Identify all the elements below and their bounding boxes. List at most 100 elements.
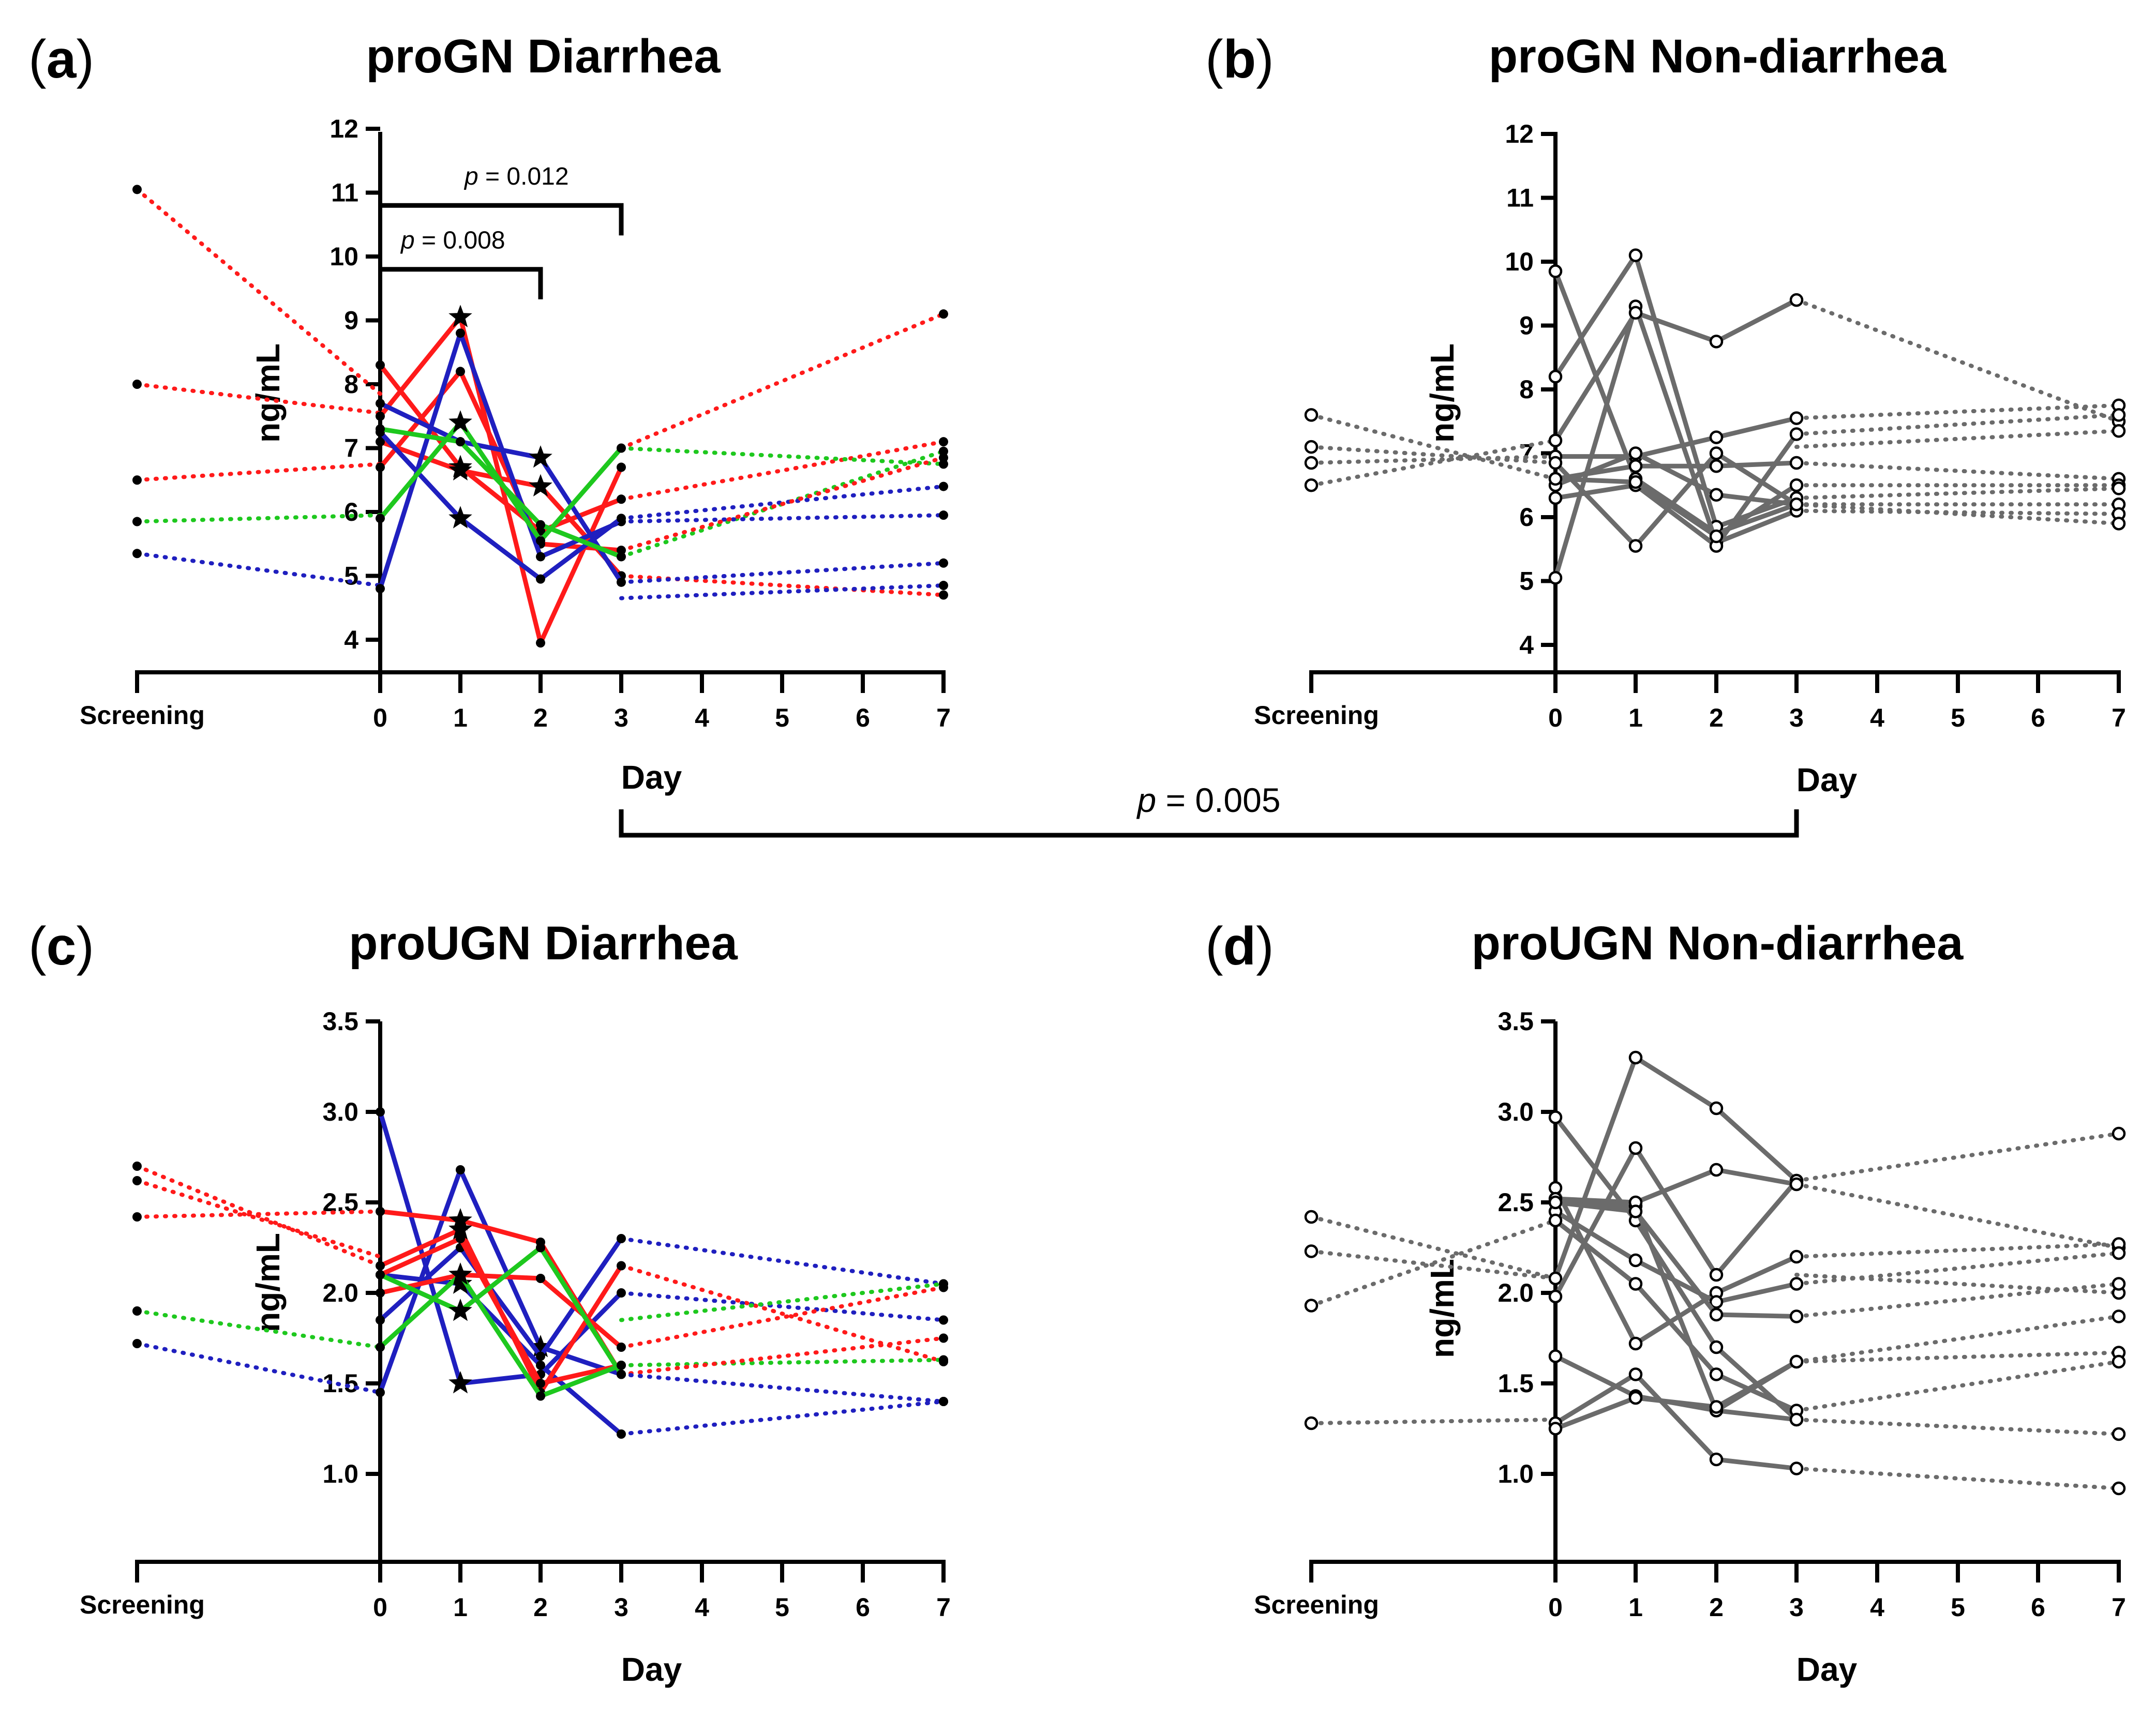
x-tick-label-screening: Screening: [1254, 701, 1379, 730]
chart-title: proGN Non-diarrhea: [1489, 30, 1947, 83]
data-point: [2112, 408, 2126, 422]
star-marker: [448, 458, 472, 481]
chart-panel-0: (a) proGN Diarrhea456789101112ng/mLScreen…: [28, 29, 951, 796]
star-marker: [448, 1371, 472, 1394]
data-point: [376, 1107, 385, 1117]
y-tick-label: 3.5: [322, 1007, 358, 1036]
data-point: [1548, 1349, 1563, 1363]
data-point: [1304, 478, 1319, 492]
dotted-series-line: [619, 583, 946, 600]
data-point: [1709, 430, 1724, 444]
dotted-series-line: [619, 1358, 946, 1367]
data-point: [1709, 1295, 1724, 1309]
data-point: [617, 1288, 626, 1298]
data-point: [1628, 1253, 1643, 1268]
y-tick-label: 6: [1519, 503, 1534, 532]
data-point: [1709, 1163, 1724, 1177]
series-line: [379, 1245, 623, 1376]
data-point: [1628, 1336, 1643, 1351]
series-line: [1555, 432, 1799, 549]
series-line: [1555, 460, 1797, 481]
data-point: [1789, 293, 1804, 307]
x-tick-label: 4: [695, 703, 709, 732]
y-tick-label: 1.0: [1498, 1459, 1534, 1488]
dotted-series-line: [619, 440, 946, 502]
data-point: [617, 514, 626, 523]
panel-label: (a): [28, 29, 94, 89]
dotted-series-line: [1309, 445, 1558, 465]
y-tick-label: 12: [330, 114, 358, 143]
y-axis-label: ng/mL: [1424, 343, 1461, 443]
data-point: [1548, 571, 1563, 585]
series-line: [378, 430, 623, 582]
data-point: [939, 446, 948, 456]
dotted-series-line: [1309, 1218, 1558, 1308]
data-point: [2112, 1277, 2126, 1291]
x-tick-label: 6: [856, 1593, 870, 1622]
y-tick-label: 9: [344, 306, 358, 335]
dotted-series-line: [1794, 429, 2121, 449]
star-marker: [529, 445, 552, 468]
dotted-series-line: [1794, 413, 2121, 436]
data-point: [1789, 427, 1804, 441]
chart-panel-1: (b) proGN Non-diarrhea456789101112ng/mLSc…: [1205, 29, 2126, 798]
data-point: [376, 1343, 385, 1352]
y-tick-label: 12: [1505, 119, 1534, 148]
data-point: [2112, 1481, 2126, 1496]
data-point: [536, 1243, 545, 1253]
data-point: [456, 1234, 465, 1243]
data-point: [939, 1315, 948, 1325]
data-point: [2112, 1246, 2126, 1260]
y-tick-label: 4: [1519, 630, 1534, 659]
series-line: [1553, 1146, 1799, 1298]
x-tick-label: 5: [775, 1593, 789, 1622]
x-tick-label: 4: [1870, 1593, 1884, 1622]
dotted-series-line: [619, 1336, 946, 1377]
y-tick-label: 2.0: [1498, 1278, 1534, 1307]
data-point: [1628, 1141, 1643, 1155]
data-point: [1709, 1101, 1724, 1116]
data-point: [617, 546, 626, 555]
y-tick-label: 10: [1505, 247, 1534, 276]
significance-bracket: [380, 267, 543, 299]
y-tick-label: 6: [344, 498, 358, 526]
data-point: [1628, 1367, 1643, 1381]
dotted-series-line: [1794, 486, 2121, 500]
data-point: [456, 328, 465, 338]
data-point: [1709, 1400, 1724, 1414]
x-tick-label: 1: [453, 1593, 468, 1622]
x-tick-label: 3: [614, 703, 628, 732]
data-point: [2112, 1354, 2126, 1369]
data-point: [617, 1429, 626, 1439]
data-point: [1709, 446, 1724, 460]
x-axis-label: Day: [1796, 1651, 1858, 1688]
data-point: [1548, 1271, 1563, 1286]
data-point: [1548, 370, 1563, 384]
data-point: [456, 1165, 465, 1174]
data-point: [1709, 1452, 1724, 1467]
data-point: [2112, 517, 2126, 531]
series-line: [1553, 1186, 1798, 1346]
x-axis-label: Day: [1796, 761, 1858, 798]
data-point: [2112, 1126, 2126, 1141]
data-point: [617, 462, 626, 472]
data-point: [1304, 1210, 1319, 1224]
y-tick-label: 11: [331, 178, 358, 207]
y-tick-label: 2.5: [1498, 1188, 1534, 1217]
data-point: [1628, 306, 1643, 320]
star-marker: [448, 410, 472, 433]
data-point: [376, 584, 385, 594]
data-point: [536, 1274, 545, 1283]
series-line: [1555, 1167, 1797, 1205]
data-point: [1628, 248, 1643, 262]
x-tick-label-screening: Screening: [80, 1590, 205, 1619]
x-tick-label: 6: [2031, 703, 2045, 732]
x-tick-label: 5: [1951, 1593, 1965, 1622]
data-point: [132, 380, 142, 389]
x-tick-label: 0: [1548, 703, 1563, 732]
x-tick-label: 3: [1789, 703, 1804, 732]
series-line: [378, 1272, 622, 1398]
dotted-series-line: [1794, 1251, 2121, 1286]
data-point: [132, 549, 142, 559]
data-point: [132, 185, 142, 194]
